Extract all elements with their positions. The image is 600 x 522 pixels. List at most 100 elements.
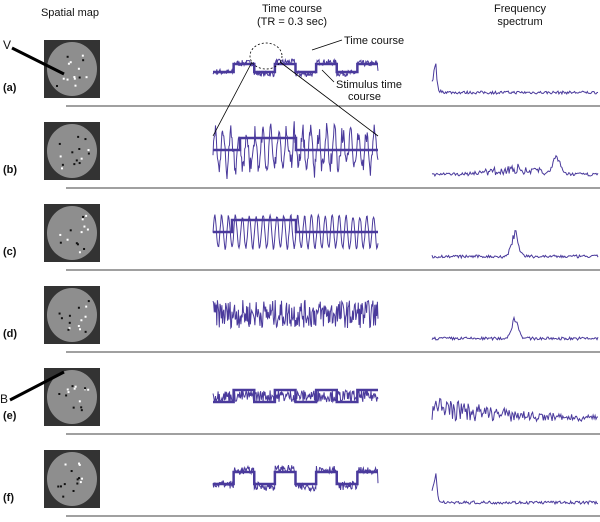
spatial-map-voxel [73,77,76,80]
spatial-map-voxel [71,151,74,154]
spatial-map-voxel [87,152,90,155]
spatial-map-voxel [57,485,60,488]
spatial-map-voxel [80,406,83,409]
spatial-map-voxel [80,157,83,160]
column-header: Time course [262,3,322,15]
stimulus-course [213,388,378,404]
annotation: Stimulus time [336,79,402,91]
spatial-map-voxel [68,321,71,324]
spatial-map-voxel [84,387,87,390]
spatial-map-voxel [78,477,81,480]
spatial-map-voxel [75,242,78,245]
spatial-map-voxel [73,387,76,390]
frequency-spectrum [431,154,599,177]
zoom-line [279,61,379,137]
spatial-map-voxel [77,67,80,70]
spatial-map-voxel [78,148,81,151]
spatial-map-voxel [80,231,83,234]
spatial-map-voxel [58,392,61,395]
spatial-map-voxel [76,482,79,485]
spatial-map-voxel [85,305,88,308]
annotation: V [3,38,11,52]
stimulus-course [213,136,378,152]
zoom-circle [249,42,283,70]
spatial-map-voxel [80,319,83,322]
spatial-map-voxel [86,228,89,231]
spatial-map-voxel [59,241,62,244]
spatial-map-voxel [78,251,81,254]
spatial-map-voxel [56,84,59,87]
spatial-map-voxel [66,55,69,58]
spatial-map-voxel [78,400,81,403]
annotation: Time course [344,35,404,47]
spatial-map-voxel [62,77,65,80]
spatial-map-voxel [66,78,69,81]
spatial-map-voxel [61,163,64,166]
spatial-map-brain [47,288,97,342]
row-label: (e) [3,410,17,422]
spatial-map-voxel [69,61,72,64]
row-label: (d) [3,328,17,340]
spatial-map-voxel [58,312,61,315]
spatial-map-voxel [74,84,77,87]
spatial-map-voxel [81,218,84,221]
spatial-map-voxel [65,394,68,397]
time-course [212,213,379,251]
spatial-map-voxel [67,328,70,331]
spatial-map-brain [47,124,97,178]
column-header: spectrum [497,16,542,28]
spatial-map-voxel [72,489,75,492]
column-header: (TR = 0.3 sec) [257,16,327,28]
spatial-map-voxel [63,483,66,486]
spatial-map-voxel [77,135,80,138]
arrow [9,370,65,402]
spatial-map-voxel [74,385,77,388]
stimulus-course [213,470,378,486]
stimulus-course [213,62,378,74]
row-label: (a) [3,82,17,94]
pointer [311,39,343,51]
spatial-map-voxel [66,238,69,241]
spatial-map-voxel [68,314,71,317]
spatial-map-voxel [81,477,84,480]
spatial-map-voxel [78,162,81,165]
spatial-map-voxel [87,388,90,391]
spatial-map-voxel [73,76,76,79]
frequency-spectrum [431,473,599,506]
spatial-map-voxel [84,315,87,318]
spatial-map-voxel [84,330,87,333]
spatial-map-voxel [59,233,62,236]
spatial-map-voxel [79,481,82,484]
pointer [321,69,335,83]
spatial-map-voxel [58,142,61,145]
rows: (a) (b) (c) (d) (e) (f) [3,40,600,517]
row-label: (b) [3,164,17,176]
spatial-map-voxel [76,478,79,481]
spatial-map-voxel [87,149,90,152]
spatial-map-voxel [77,325,80,328]
time-course [212,299,379,330]
spatial-map-voxel [82,215,85,218]
spatial-map-voxel [81,54,84,57]
spatial-map-voxel [70,470,73,473]
spatial-map-voxel [82,59,85,62]
spatial-map-voxel [64,463,67,466]
annotation: course [348,91,381,103]
frequency-spectrum [431,230,599,260]
spatial-map-voxel [76,243,79,246]
spatial-map-voxel [75,159,78,162]
frequency-spectrum [431,315,599,342]
spatial-map-voxel [67,391,70,394]
spatial-map-voxel [73,163,76,166]
spatial-map-voxel [78,328,81,331]
frequency-spectrum [431,397,598,423]
spatial-map-voxel [78,463,81,466]
row-label: (c) [3,246,17,258]
column-header: Frequency [494,3,546,15]
spatial-map-brain [47,42,97,96]
annotation-lines [9,39,379,402]
stimulus-course [213,218,378,234]
spatial-map-voxel [85,76,88,79]
spatial-map-voxel [84,138,87,141]
spatial-map-voxel [72,406,75,409]
